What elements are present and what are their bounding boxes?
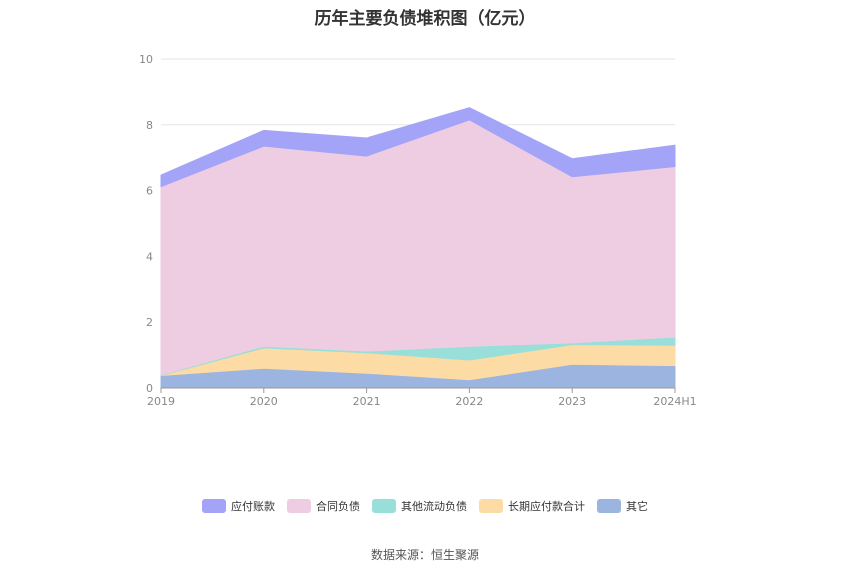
legend-item[interactable]: 应付账款	[202, 498, 275, 514]
data-source: 数据来源：恒生聚源	[370, 548, 479, 562]
legend-item[interactable]: 其他流动负债	[372, 498, 467, 514]
x-tick-label: 2021	[353, 395, 381, 408]
legend-swatch	[597, 499, 621, 513]
legend-label: 应付账款	[231, 500, 275, 513]
y-tick-label: 10	[139, 53, 153, 66]
x-tick-label: 2022	[455, 395, 483, 408]
y-tick-label: 4	[146, 250, 153, 263]
area-layers	[160, 107, 676, 389]
legend-swatch	[479, 499, 503, 513]
chart-title: 历年主要负债堆积图（亿元）	[314, 9, 536, 29]
legend-item[interactable]: 其它	[597, 498, 648, 514]
legend-swatch	[372, 499, 396, 513]
axes: 0 2 4 6 8 10 2019 2020 2021 2022 2023 2024H1	[139, 53, 697, 408]
legend-item[interactable]: 长期应付款合计	[479, 498, 585, 514]
area-series-4	[160, 107, 676, 188]
y-tick-label: 2	[146, 316, 153, 329]
legend-swatch	[287, 499, 311, 513]
x-tick-label: 2024H1	[653, 395, 696, 408]
x-tick-label: 2023	[558, 395, 586, 408]
y-tick-label: 0	[146, 382, 153, 395]
legend-label: 其他流动负债	[401, 500, 467, 513]
x-tick-label: 2020	[250, 395, 278, 408]
legend-label: 其它	[626, 500, 648, 513]
legend-label: 合同负债	[316, 500, 360, 513]
y-tick-label: 6	[146, 185, 153, 198]
legend-swatch	[202, 499, 226, 513]
legend-label: 长期应付款合计	[508, 500, 585, 513]
x-tick-label: 2019	[147, 395, 175, 408]
legend-item[interactable]: 合同负债	[287, 498, 360, 514]
legend: 应付账款 合同负债 其他流动负债 长期应付款合计 其它	[0, 498, 850, 514]
y-tick-label: 8	[146, 119, 153, 132]
